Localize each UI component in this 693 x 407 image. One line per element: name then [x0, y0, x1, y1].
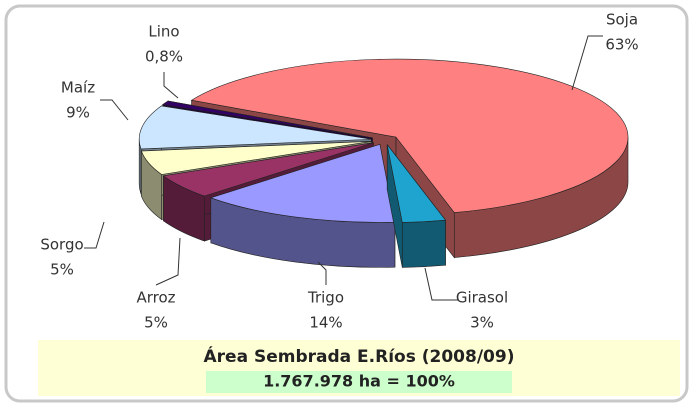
value-label: 5% — [50, 261, 74, 279]
slice-top — [209, 143, 396, 223]
slice-top — [190, 58, 629, 213]
slice — [209, 143, 396, 268]
chart-subtitle: 1.767.978 ha = 100% — [263, 372, 455, 391]
category-label: Trigo — [307, 289, 344, 307]
category-label: Maíz — [61, 79, 95, 97]
leader-line — [424, 267, 458, 301]
leader-line — [571, 35, 603, 91]
category-label: Arroz — [136, 289, 175, 307]
value-label: 14% — [309, 314, 342, 332]
leader-line — [155, 237, 181, 286]
value-label: 3% — [470, 314, 494, 332]
slice-top — [140, 141, 372, 175]
leader-line — [100, 99, 129, 121]
category-label: Lino — [148, 23, 179, 41]
value-label: 0,8% — [145, 48, 183, 66]
leader-line — [317, 261, 327, 285]
pie — [138, 58, 629, 268]
chart-title: Área Sembrada E.Ríos (2008/09) — [204, 345, 515, 367]
slice — [386, 143, 447, 268]
value-label: 9% — [66, 104, 90, 122]
slice-top — [162, 100, 373, 139]
slice-side — [401, 219, 446, 268]
slice-top — [138, 105, 372, 150]
slice-top — [162, 142, 374, 197]
category-label: Girasol — [456, 289, 508, 307]
category-label: Soja — [606, 11, 638, 29]
value-label: 63% — [605, 36, 638, 54]
leader-line — [163, 72, 179, 99]
subtitle-highlight — [206, 371, 512, 393]
slice-top — [386, 144, 447, 223]
leader-line — [84, 221, 105, 249]
category-label: Sorgo — [40, 236, 83, 254]
labels: Soja 63% Girasol 3% Trigo 14% Arroz 5% Sorgo 5% Ma… — [40, 11, 638, 332]
value-label: 5% — [144, 314, 168, 332]
